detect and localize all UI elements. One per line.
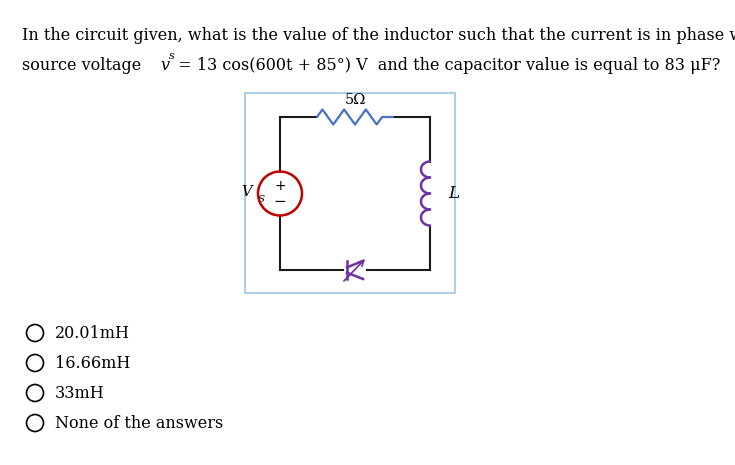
Text: 33mH: 33mH bbox=[55, 385, 105, 401]
Text: v: v bbox=[160, 57, 170, 74]
Text: = 13 cos(600t + 85°) V  and the capacitor value is equal to 83 μF?: = 13 cos(600t + 85°) V and the capacitor… bbox=[173, 57, 720, 74]
Text: L: L bbox=[448, 185, 459, 202]
Text: 20.01mH: 20.01mH bbox=[55, 325, 130, 341]
Text: None of the answers: None of the answers bbox=[55, 414, 223, 432]
Text: V: V bbox=[241, 185, 252, 199]
Text: source voltage: source voltage bbox=[22, 57, 141, 74]
Bar bbox=[245, 93, 455, 293]
Text: In the circuit given, what is the value of the inductor such that the current is: In the circuit given, what is the value … bbox=[22, 27, 735, 44]
Text: +: + bbox=[274, 179, 286, 193]
Text: S: S bbox=[258, 195, 265, 204]
Text: s: s bbox=[168, 51, 174, 61]
Text: −: − bbox=[273, 193, 287, 208]
Text: 16.66mH: 16.66mH bbox=[55, 354, 130, 372]
Text: 5Ω: 5Ω bbox=[344, 93, 366, 107]
